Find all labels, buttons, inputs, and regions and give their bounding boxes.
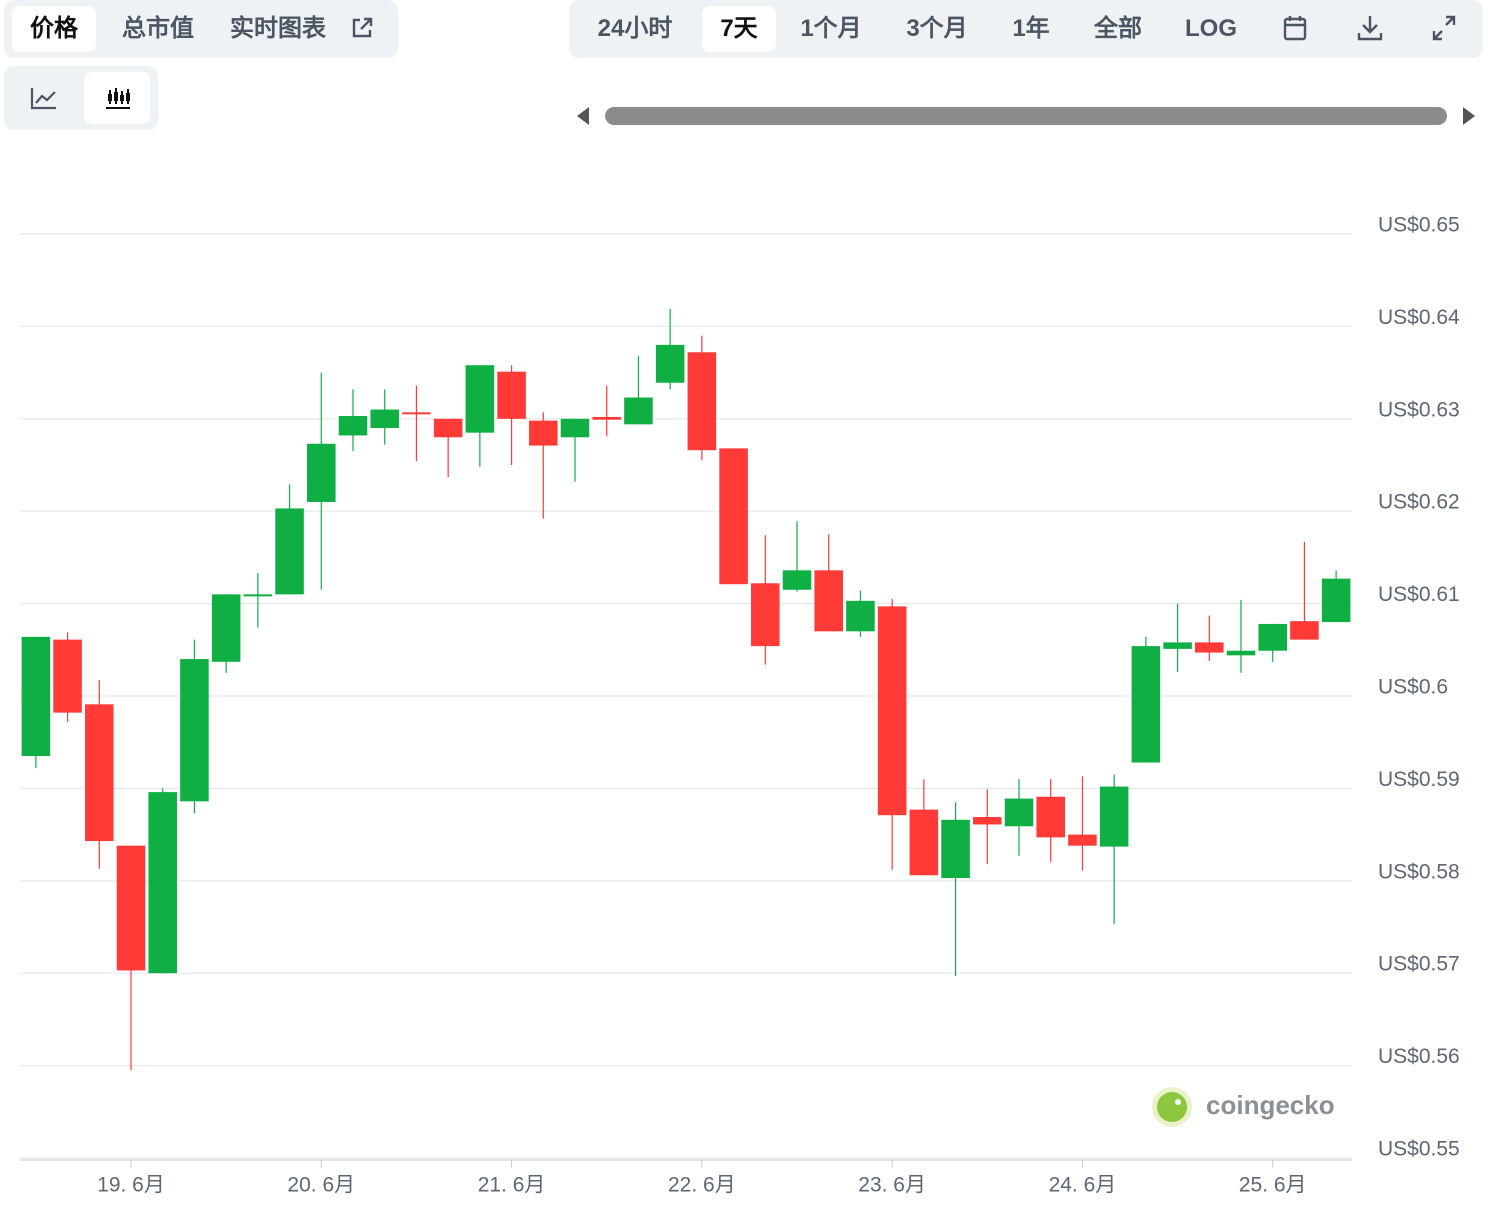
range-scrollbar[interactable] (569, 98, 1483, 134)
candle-body (877, 606, 907, 816)
candle-body (1290, 621, 1319, 640)
candle-body (148, 792, 177, 974)
candle-body (497, 371, 526, 419)
y-tick-label: US$0.62 (1378, 491, 1460, 514)
range-button[interactable]: 7天 (702, 6, 776, 52)
candle-body (973, 817, 1002, 825)
y-tick-label: US$0.59 (1378, 768, 1460, 791)
candle-body (687, 352, 717, 451)
candle-body (180, 659, 209, 802)
y-tick-label: US$0.57 (1378, 953, 1460, 976)
y-tick-label: US$0.63 (1378, 398, 1460, 421)
x-tick-label: 21. 6月 (478, 1174, 546, 1197)
candle-body (338, 416, 368, 436)
candle-body (1226, 650, 1256, 656)
y-tick-label: US$0.61 (1378, 583, 1460, 606)
y-tick-label: US$0.64 (1378, 306, 1460, 329)
tab[interactable]: 价格 (12, 6, 96, 52)
calendar-icon[interactable] (1283, 14, 1307, 42)
y-tick-label: US$0.56 (1378, 1045, 1460, 1068)
candle-body (909, 809, 939, 876)
watermark-text: coingecko (1206, 1090, 1335, 1120)
candle-body (402, 412, 431, 415)
candle-body (1004, 798, 1034, 827)
candle-body (1068, 834, 1097, 846)
candle-body (846, 600, 875, 632)
line-chart-icon[interactable] (30, 86, 58, 112)
download-icon[interactable] (1357, 14, 1383, 42)
y-tick-label: US$0.58 (1378, 860, 1460, 883)
y-tick-label: US$0.55 (1378, 1138, 1460, 1161)
candle-body (814, 570, 843, 632)
candle-body (1163, 642, 1192, 649)
candle-body (592, 416, 621, 420)
candle-body (85, 704, 114, 842)
external-link-icon (352, 17, 373, 38)
candle-body (1131, 646, 1161, 763)
candle-body (655, 344, 685, 383)
tab[interactable]: 总市值 (122, 15, 194, 42)
fullscreen-icon[interactable] (1431, 14, 1457, 42)
candle-body (1321, 578, 1351, 623)
candle-body (1258, 623, 1287, 651)
candle-body (465, 365, 495, 433)
x-tick-label: 20. 6月 (287, 1174, 355, 1197)
candle-body (21, 636, 51, 757)
tab[interactable]: 实时图表 (230, 15, 326, 42)
range-button[interactable]: LOG (1185, 15, 1237, 42)
x-tick-label: 19. 6月 (97, 1174, 165, 1197)
candle-body (1099, 786, 1129, 847)
candle-body (1195, 642, 1224, 653)
candle-icon (106, 88, 130, 109)
chart-type-group (4, 66, 158, 130)
candle-body (782, 570, 812, 590)
candle-body (370, 409, 399, 429)
candle-body (116, 845, 146, 971)
candle-body (719, 448, 748, 585)
candle-body (529, 420, 558, 446)
candle-body (941, 819, 970, 879)
x-tick-label: 25. 6月 (1239, 1174, 1307, 1197)
candle-body (275, 508, 304, 595)
candle-body (1036, 796, 1065, 838)
candle-body (560, 418, 590, 438)
y-tick-label: US$0.65 (1378, 214, 1460, 237)
range-group: 24小时 7天 1个月 3个月 1年 全部 LOG (569, 0, 1483, 58)
watermark: coingecko (1152, 1087, 1335, 1127)
selected-button[interactable] (84, 72, 150, 124)
candle-body (307, 443, 336, 502)
x-tick-label: 23. 6月 (858, 1174, 926, 1197)
range-button[interactable]: 全部 (1094, 15, 1142, 42)
candle-body (211, 594, 241, 662)
candle-body (53, 639, 82, 713)
tab-group: 价格 总市值 实时图表 (4, 0, 398, 58)
range-button[interactable]: 3个月 (906, 15, 968, 42)
candle-body (751, 583, 780, 647)
range-button[interactable]: 1年 (1012, 15, 1050, 42)
x-tick-label: 22. 6月 (668, 1174, 736, 1197)
x-tick-label: 24. 6月 (1049, 1174, 1117, 1197)
range-button[interactable]: 24小时 (597, 15, 673, 42)
candle-body (624, 397, 653, 425)
candle-body (433, 418, 463, 438)
range-button[interactable]: 1个月 (800, 15, 862, 42)
candle-body (243, 594, 273, 597)
y-tick-label: US$0.6 (1378, 676, 1448, 699)
